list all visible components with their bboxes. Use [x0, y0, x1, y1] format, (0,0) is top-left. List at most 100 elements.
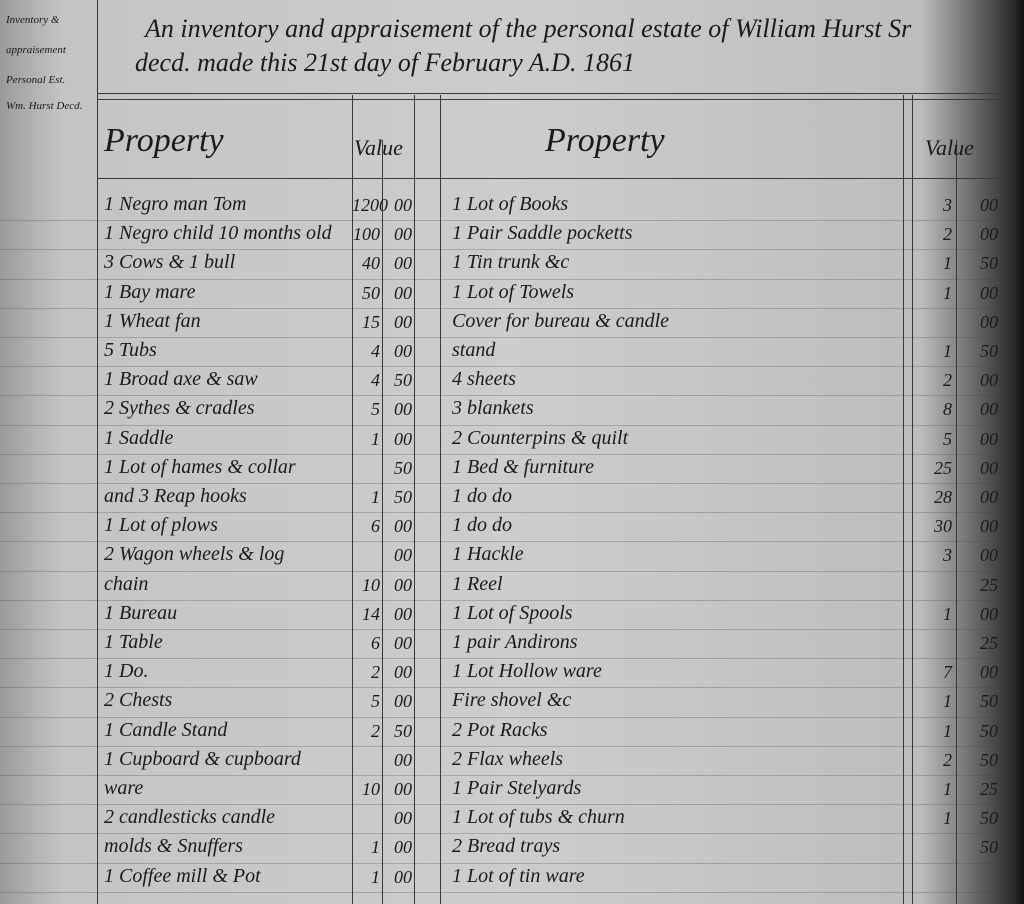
- column-line: [912, 95, 913, 904]
- margin-line: [97, 0, 98, 904]
- value-dollars: 100: [353, 224, 380, 245]
- item-name: 2 Chests: [104, 689, 173, 712]
- value-cents: 00: [394, 224, 412, 245]
- value-dollars: 5: [371, 399, 380, 420]
- value-cents: 00: [394, 662, 412, 683]
- ruled-line: [0, 658, 1010, 660]
- value-cents: 00: [394, 545, 412, 566]
- margin-note: Personal Est.: [6, 74, 66, 86]
- item-name: 1 Lot of Towels: [452, 280, 575, 303]
- value-dollars: 1: [943, 779, 952, 799]
- item-name: 1 Lot of Books: [452, 193, 569, 215]
- item-name: and 3 Reap hooks: [104, 485, 247, 507]
- item-name: 1 Hackle: [452, 543, 524, 566]
- column-line: [903, 95, 904, 904]
- value-cents: 50: [980, 691, 998, 712]
- item-name: 1 Negro man Tom: [104, 193, 247, 215]
- column-heading: Property: [545, 122, 665, 159]
- ruled-line: [0, 804, 1010, 806]
- header-rule: [97, 99, 1009, 100]
- item-name: 1 Bureau: [104, 601, 178, 624]
- value-dollars: 4: [371, 370, 380, 391]
- item-name: Cover for bureau & candle: [452, 309, 670, 332]
- item-name: 1 Tin trunk &c: [452, 251, 570, 274]
- item-name: 1 Do.: [104, 660, 149, 683]
- item-name: 4 sheets: [452, 368, 516, 391]
- margin-note: Inventory &: [6, 14, 60, 26]
- value-cents: 00: [394, 516, 412, 537]
- item-name: 2 Sythes & cradles: [104, 397, 255, 420]
- ruled-line: [0, 599, 1010, 601]
- value-dollars: 25: [934, 457, 952, 478]
- value-dollars: 2: [371, 720, 380, 741]
- item-name: 1 Coffee mill & Pot: [104, 864, 261, 887]
- ruled-line: [0, 483, 1010, 484]
- column-line: [414, 95, 415, 904]
- column-line: [440, 95, 441, 904]
- item-name: 2 Bread trays: [452, 835, 561, 858]
- title-line: decd. made this 21st day of February A.D…: [135, 48, 635, 77]
- ruled-line: [0, 249, 1010, 251]
- item-name: 2 candlesticks candle: [104, 806, 276, 829]
- value-dollars: 1: [943, 691, 952, 712]
- value-dollars: 1: [371, 487, 380, 507]
- value-cents: 00: [980, 399, 998, 420]
- margin-note: appraisement: [6, 44, 66, 56]
- column-heading: Value: [354, 135, 403, 160]
- item-name: 1 Bed & furniture: [452, 455, 595, 478]
- value-cents: 50: [394, 487, 412, 507]
- value-cents: 50: [980, 837, 998, 858]
- value-dollars: 1: [371, 866, 380, 887]
- ruled-line: [0, 541, 1010, 543]
- item-name: 2 Flax wheels: [452, 747, 564, 770]
- value-dollars: 2: [943, 370, 952, 391]
- value-cents: 00: [394, 779, 412, 799]
- item-name: ware: [104, 777, 144, 799]
- column-line: [956, 140, 957, 904]
- ruled-line: [0, 862, 1010, 864]
- item-name: 1 Lot Hollow ware: [452, 660, 602, 683]
- value-cents: 00: [394, 311, 412, 332]
- ruled-line: [0, 833, 1010, 835]
- ruled-line: [0, 395, 1010, 397]
- value-cents: 00: [980, 487, 998, 507]
- item-name: 5 Tubs: [104, 339, 157, 361]
- value-cents: 00: [394, 808, 412, 829]
- value-dollars: 1: [371, 837, 380, 858]
- item-name: 1 Broad axe & saw: [104, 368, 258, 391]
- value-dollars: 10: [362, 779, 380, 799]
- item-name: 1 Pair Saddle pocketts: [452, 222, 633, 245]
- value-dollars: 2: [371, 662, 380, 683]
- value-dollars: 1: [943, 253, 952, 274]
- value-cents: 00: [980, 603, 998, 624]
- column-heading: Property: [104, 122, 224, 159]
- value-dollars: 1: [943, 282, 952, 303]
- item-name: 2 Pot Racks: [452, 718, 548, 741]
- ruled-line: [0, 716, 1010, 718]
- value-dollars: 40: [362, 253, 380, 274]
- value-cents: 00: [980, 457, 998, 478]
- item-name: 1 Lot of hames & collar: [104, 455, 296, 478]
- value-cents: 00: [394, 399, 412, 420]
- value-cents: 25: [980, 779, 998, 799]
- value-cents: 00: [980, 545, 998, 566]
- item-name: 1 pair Andirons: [452, 631, 578, 653]
- title-line: An inventory and appraisement of the per…: [145, 14, 912, 43]
- value-cents: 00: [394, 574, 412, 595]
- value-cents: 00: [394, 428, 412, 449]
- value-cents: 00: [980, 311, 998, 332]
- value-dollars: 1200: [352, 195, 388, 215]
- column-heading: Value: [925, 135, 974, 160]
- item-name: 3 Cows & 1 bull: [104, 251, 236, 274]
- heading-rule: [97, 178, 1009, 179]
- value-cents: 00: [394, 749, 412, 770]
- value-dollars: 4: [371, 341, 380, 361]
- item-name: 1 Negro child 10 months old: [104, 222, 332, 245]
- ruled-line: [0, 220, 1010, 222]
- value-cents: 00: [980, 282, 998, 303]
- value-cents: 00: [394, 837, 412, 858]
- value-cents: 00: [394, 866, 412, 887]
- value-dollars: 5: [371, 691, 380, 712]
- item-name: molds & Snuffers: [104, 835, 243, 858]
